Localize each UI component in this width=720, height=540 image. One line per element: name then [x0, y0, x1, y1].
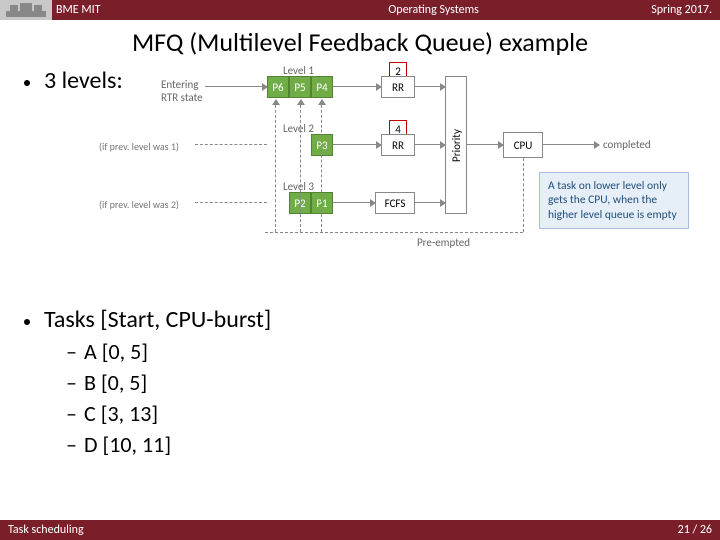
sched-fcfs: FCFS	[375, 192, 415, 214]
proc-p6: P6	[267, 76, 289, 98]
header-center: Operating Systems	[216, 3, 651, 17]
priority-label: Priority	[450, 129, 463, 162]
level2-label: Level 2	[283, 122, 314, 135]
arrow-prio-cpu	[467, 144, 503, 145]
proc-p5: P5	[289, 76, 311, 98]
arrow-rr1-prio	[415, 86, 445, 87]
sub-b: –B [0, 5]	[66, 369, 702, 396]
entering-label: Entering RTR state	[161, 78, 203, 104]
prev2-label: (if prev. level was 2)	[99, 198, 179, 211]
dash-h-l3	[195, 202, 267, 203]
arrow-cpu-completed	[543, 144, 599, 145]
arrow-l2-rr	[333, 144, 381, 145]
preempted-label: Pre-empted	[417, 236, 470, 249]
logo-icon	[0, 0, 52, 20]
arrow-fcfs-prio	[415, 202, 445, 203]
header-left: BME MIT	[56, 3, 216, 17]
completed-label: completed	[603, 138, 651, 151]
preempt-v	[523, 158, 524, 232]
sched-rr2: RR	[381, 134, 415, 156]
sub-a: –A [0, 5]	[66, 338, 702, 365]
footer-left: Task scheduling	[8, 523, 84, 537]
proc-p4: P4	[311, 76, 333, 98]
cpu-box: CPU	[503, 132, 543, 158]
page-title: MFQ (Multilevel Feedback Queue) example	[0, 26, 720, 58]
header-bar: BME MIT Operating Systems Spring 2017.	[0, 0, 720, 20]
bullet-tasks-text: Tasks [Start, CPU-burst]	[44, 305, 271, 334]
proc-p1: P1	[311, 192, 333, 214]
feedback-v2	[300, 100, 301, 232]
note-box: A task on lower level only gets the CPU,…	[539, 172, 689, 229]
priority-block: Priority	[445, 76, 467, 214]
footer-right: 21 / 26	[678, 523, 712, 537]
bullet-tasks: Tasks [Start, CPU-burst]	[18, 305, 702, 334]
footer-bar: Task scheduling 21 / 26	[0, 520, 720, 540]
feedback-v1	[275, 100, 276, 232]
prev1-label: (if prev. level was 1)	[99, 140, 179, 153]
bullet-levels-text: 3 levels:	[44, 66, 123, 95]
proc-p3: P3	[311, 134, 333, 156]
arrow-rr2-prio	[415, 144, 445, 145]
dash-h-l2	[195, 144, 267, 145]
preempt-h	[265, 232, 523, 233]
feedback-v3	[321, 100, 322, 232]
header-right: Spring 2017.	[651, 3, 712, 17]
mfq-diagram: Entering RTR state Level 1 P6 P5 P4 2 RR…	[155, 60, 695, 260]
sub-d: –D [10, 11]	[66, 431, 702, 458]
arrow-enter-l1	[205, 86, 267, 87]
arrow-l1-rr	[333, 86, 381, 87]
sched-rr1: RR	[381, 76, 415, 98]
sub-c: –C [3, 13]	[66, 400, 702, 427]
arrow-l3-fcfs	[333, 202, 375, 203]
